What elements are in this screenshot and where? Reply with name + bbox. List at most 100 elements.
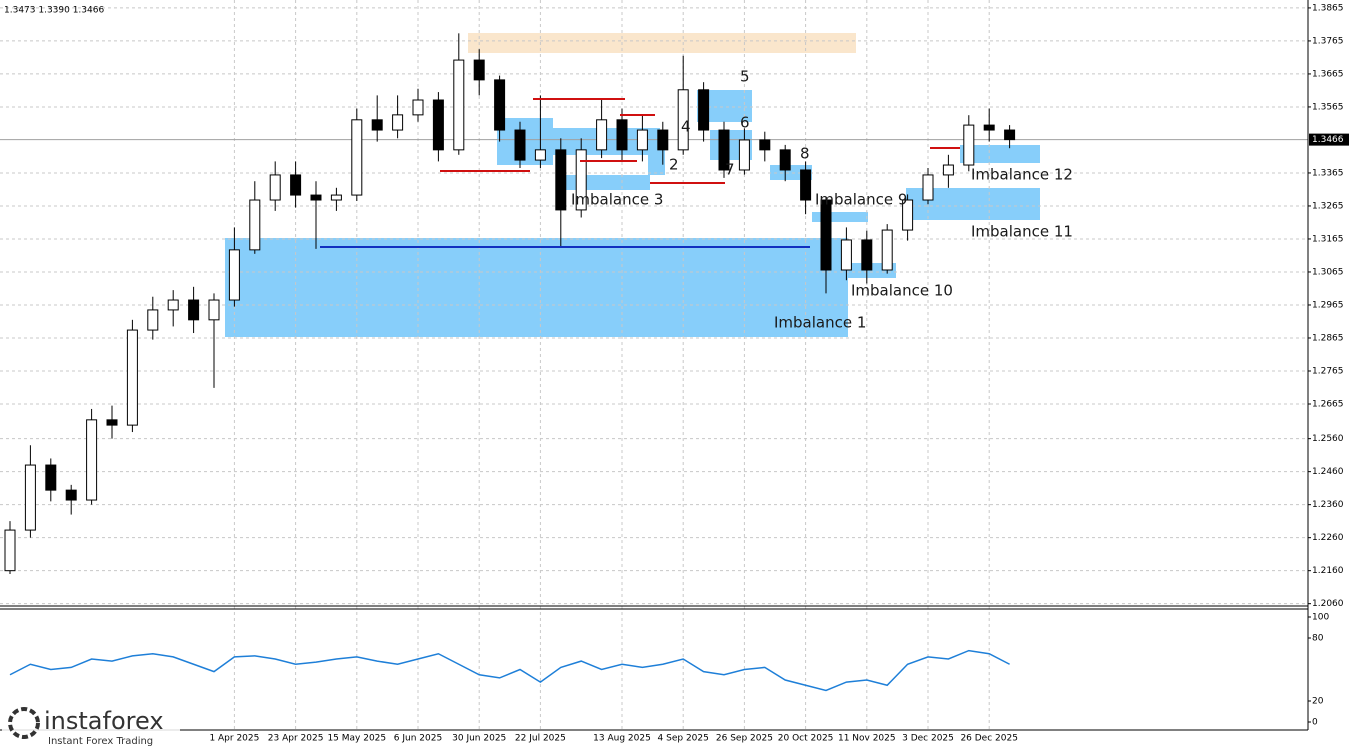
y-tick-label: 80 xyxy=(1312,634,1324,644)
candle-body xyxy=(759,139,771,151)
logo-tagline: Instant Forex Trading xyxy=(48,736,153,747)
candle-body xyxy=(963,124,975,166)
annotations: Imbalance 1 Imbalance 3 Imbalance 9 Imba… xyxy=(571,68,1073,332)
zone xyxy=(812,212,868,222)
candle-body xyxy=(902,199,914,231)
x-tick-label: 1 Apr 2025 xyxy=(209,734,259,744)
candle-body xyxy=(575,149,587,211)
candle-body xyxy=(657,129,669,151)
candle-body xyxy=(24,464,36,531)
rsi-line xyxy=(9,649,1010,692)
candle-body xyxy=(249,199,261,251)
candle-body xyxy=(453,59,465,151)
x-tick-label: 22 Jul 2025 xyxy=(515,734,566,744)
candle-body xyxy=(86,419,98,501)
candle-body xyxy=(147,309,159,331)
zone xyxy=(468,33,856,53)
logo: instaforex Instant Forex Trading xyxy=(2,704,180,748)
annotation: 7 xyxy=(725,161,735,179)
y-tick-label: 1.3265 xyxy=(1312,201,1344,211)
annotation: 4 xyxy=(681,118,691,136)
zone xyxy=(566,175,650,190)
y-tick-label: 1.3365 xyxy=(1312,168,1344,178)
candle-body xyxy=(412,99,424,116)
grid xyxy=(0,0,1311,730)
last-price-box xyxy=(1309,133,1349,146)
annotation: Imbalance 1 xyxy=(774,314,866,332)
y-tick-label: 1.2865 xyxy=(1312,333,1344,343)
candle-body xyxy=(800,169,812,201)
y-tick-label: 1.2060 xyxy=(1312,599,1344,609)
annotation: Imbalance 9 xyxy=(815,191,907,209)
candle-body xyxy=(596,119,608,151)
candle-body xyxy=(881,229,893,271)
y-tick-label: 1.2560 xyxy=(1312,434,1344,444)
candle-body xyxy=(4,529,16,572)
y-tick-label: 1.3565 xyxy=(1312,102,1344,112)
candle-body xyxy=(820,199,832,271)
candle-body xyxy=(1004,129,1016,141)
candle-body xyxy=(330,194,342,201)
y-tick-label: 20 xyxy=(1312,697,1324,707)
ohlc-header: 1.3473 1.3390 1.3466 xyxy=(4,6,104,16)
logo-icon xyxy=(8,707,40,739)
x-tick-label: 6 Jun 2025 xyxy=(394,734,442,744)
x-tick-label: 13 Aug 2025 xyxy=(593,734,651,744)
candle-body xyxy=(514,129,526,161)
y-tick-label: 1.2665 xyxy=(1312,399,1344,409)
candle-body xyxy=(208,299,220,321)
y-tick-label: 1.2260 xyxy=(1312,533,1344,543)
y-tick-label: 1.3165 xyxy=(1312,234,1344,244)
x-tick-label: 20 Oct 2025 xyxy=(778,734,834,744)
x-tick-label: 4 Sep 2025 xyxy=(658,734,709,744)
candle-body xyxy=(228,249,240,301)
candle-body xyxy=(392,114,404,131)
candle-body xyxy=(473,59,485,81)
logo-name: instaforex xyxy=(44,707,164,735)
x-tick-label: 26 Dec 2025 xyxy=(960,734,1018,744)
annotation: Imbalance 12 xyxy=(971,166,1073,184)
candle-body xyxy=(718,129,730,171)
candle-body xyxy=(555,149,567,211)
y-tick-label: 1.3765 xyxy=(1312,36,1344,46)
candle-body xyxy=(779,149,791,171)
candle-body xyxy=(534,149,546,161)
x-tick-label: 26 Sep 2025 xyxy=(716,734,773,744)
y-tick-label: 1.2460 xyxy=(1312,467,1344,477)
candle-body xyxy=(636,129,648,151)
candle-body xyxy=(167,299,179,311)
candle-body xyxy=(106,419,118,426)
marks xyxy=(4,33,1016,692)
x-tick-label: 23 Apr 2025 xyxy=(268,734,324,744)
y-tick-label: 100 xyxy=(1312,613,1329,623)
candle-body xyxy=(738,139,750,171)
y-tick-label: 1.3065 xyxy=(1312,267,1344,277)
last-price-label: 1.3466 xyxy=(1312,135,1344,145)
y-tick-label: 1.2360 xyxy=(1312,500,1344,510)
candle-body xyxy=(371,119,383,131)
x-tick-label: 3 Dec 2025 xyxy=(902,734,954,744)
candle-body xyxy=(983,124,995,131)
candle-body xyxy=(840,239,852,271)
candle-body xyxy=(45,464,57,491)
y-tick-label: 1.2765 xyxy=(1312,366,1344,376)
x-tick-label: 15 May 2025 xyxy=(327,734,386,744)
annotation: 5 xyxy=(740,68,750,86)
annotation: Imbalance 11 xyxy=(971,223,1073,241)
candle-body xyxy=(616,119,628,151)
candle-body xyxy=(922,174,934,201)
candle-body xyxy=(310,194,322,201)
candle-body xyxy=(269,174,281,201)
candle-body xyxy=(861,239,873,271)
candle-body xyxy=(290,174,302,196)
annotation: 2 xyxy=(669,156,679,174)
candle-body xyxy=(126,329,138,426)
zone xyxy=(960,145,1040,163)
zone xyxy=(225,238,848,337)
y-tick-label: 1.2965 xyxy=(1312,300,1344,310)
candle-body xyxy=(65,489,77,501)
candle-body xyxy=(432,99,444,151)
candle-body xyxy=(677,89,689,151)
